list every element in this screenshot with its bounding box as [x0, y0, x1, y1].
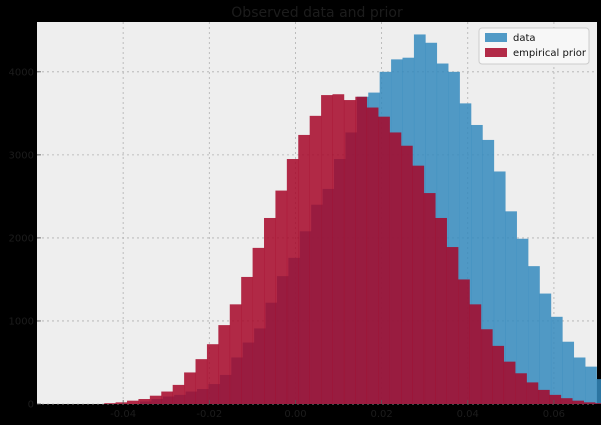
empirical-prior-bar [161, 391, 173, 404]
data-bar [471, 124, 483, 405]
empirical-prior-bar [264, 217, 276, 404]
y-tick-label: 1000 [9, 316, 34, 327]
empirical-prior-bar [595, 403, 601, 404]
data-bar [596, 379, 601, 404]
empirical-prior-bar [309, 115, 322, 405]
legend-swatch-data [485, 33, 507, 42]
legend-label-data: data [513, 33, 536, 44]
empirical-prior-bar [423, 193, 436, 404]
empirical-prior-bar [241, 276, 253, 404]
empirical-prior-bar [549, 394, 562, 404]
empirical-prior-bar [138, 399, 151, 404]
empirical-prior-bar [537, 389, 550, 404]
empirical-prior-bar [195, 359, 208, 404]
empirical-prior-bar [572, 400, 584, 404]
empirical-prior-bar [492, 345, 505, 404]
x-tick-label: 0.06 [543, 409, 565, 420]
empirical-prior-bar [275, 190, 288, 404]
empirical-prior-bar [378, 116, 390, 405]
empirical-prior-bar [435, 217, 447, 404]
data-bar [516, 238, 529, 404]
x-tick-label: 0.00 [284, 409, 306, 420]
y-tick-label: 4000 [9, 67, 34, 78]
empirical-prior-bar [480, 329, 493, 404]
empirical-prior-bar [389, 132, 402, 405]
empirical-prior-bar [286, 159, 299, 404]
empirical-prior-bar [332, 94, 345, 404]
x-axis-ticks: -0.04 -0.02 0.00 0.02 0.04 0.06 [110, 400, 565, 420]
data-bar [528, 266, 540, 404]
x-tick-label: -0.02 [196, 409, 222, 420]
empirical-prior-bar [355, 96, 368, 404]
empirical-prior-bar [218, 325, 231, 404]
data-bar [562, 341, 575, 404]
empirical-prior-bar [172, 384, 185, 404]
data-bar [573, 357, 586, 404]
empirical-prior-bar [503, 361, 516, 404]
empirical-prior-bar [298, 134, 310, 404]
empirical-prior-bar [446, 247, 459, 404]
legend-swatch-empirical-prior [485, 48, 507, 57]
data-bar [482, 139, 495, 404]
empirical-prior-bar [184, 372, 196, 404]
data-bar [585, 366, 597, 404]
empirical-prior-bar [469, 304, 482, 404]
y-tick-label: 0 [28, 400, 34, 411]
y-tick-label: 2000 [9, 233, 34, 244]
empirical-prior-bar [127, 400, 139, 404]
x-tick-label: 0.04 [457, 409, 479, 420]
chart-title: Observed data and prior [231, 5, 403, 21]
empirical-prior-bar [115, 402, 128, 404]
empirical-prior-bar [206, 344, 219, 404]
legend-label-empirical-prior: empirical prior [513, 48, 587, 59]
y-axis-ticks: 0 1000 2000 3000 4000 [9, 67, 41, 411]
empirical-prior-bar [149, 395, 162, 404]
prior-series-bars [104, 94, 601, 405]
data-bar [539, 293, 552, 404]
empirical-prior-bar [583, 402, 596, 404]
x-tick-label: 0.02 [370, 409, 392, 420]
empirical-prior-bar [458, 279, 470, 404]
empirical-prior-bar [560, 398, 573, 404]
empirical-prior-bar [515, 373, 527, 404]
data-bar [505, 211, 517, 404]
data-bar [550, 316, 563, 404]
empirical-prior-bar [229, 304, 242, 404]
y-tick-label: 3000 [9, 150, 34, 161]
data-bar [448, 71, 460, 405]
x-tick-label: -0.04 [110, 409, 136, 420]
empirical-prior-bar [321, 95, 333, 405]
empirical-prior-bar [366, 107, 379, 404]
empirical-prior-bar [412, 165, 425, 404]
data-bar [459, 103, 472, 405]
legend: data empirical prior [478, 27, 590, 65]
empirical-prior-bar [343, 100, 356, 405]
empirical-prior-bar [252, 247, 265, 404]
empirical-prior-bar [401, 145, 413, 404]
empirical-prior-bar [104, 403, 116, 404]
empirical-prior-bar [526, 382, 539, 404]
data-bar [493, 171, 506, 404]
